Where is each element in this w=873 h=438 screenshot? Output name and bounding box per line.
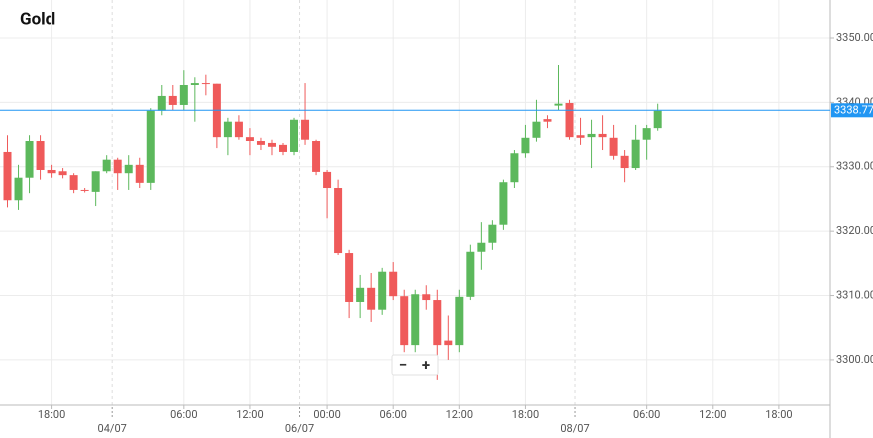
candle-body [653,110,662,129]
x-tick-label: 06:00 [170,408,197,421]
zoom-in-button[interactable]: + [422,356,430,374]
candle-body [102,159,111,172]
candle-body [554,103,563,106]
chart-title: Gold [20,9,55,29]
date-label: 08/07 [560,422,589,435]
candle-body [499,182,508,225]
candle-body [113,159,122,174]
candle-body [389,271,398,297]
candle-body [312,141,321,172]
candle-body [642,128,651,140]
candle-body [444,340,453,346]
candle-body [598,133,607,138]
x-tick-label: 00:00 [313,408,340,421]
candle-body [234,121,243,138]
candle-body [565,103,574,138]
candle-body [378,271,387,310]
y-tick-label: 3310.00 [836,288,873,301]
last-price-label: 3338.77 [834,104,873,117]
candle-body [433,300,442,346]
date-label: 04/07 [98,422,127,435]
candle-body [620,155,629,169]
x-tick-label: 12:00 [236,408,263,421]
candle-body [609,137,618,156]
candle-body [411,294,420,346]
candle-body [400,296,409,346]
candle-body [345,253,354,302]
candle-body [521,137,530,154]
candle-body [179,84,188,105]
candle-body [80,189,89,191]
y-tick-label: 3350.00 [836,31,873,44]
x-tick-label: 18:00 [512,408,539,421]
candle-body [146,110,155,183]
candle-body [290,119,299,152]
candle-body [356,287,365,302]
x-tick-label: 06:00 [633,408,660,421]
candle-body [631,139,640,169]
candle-body [334,188,343,254]
candle-body [157,95,166,111]
x-tick-label: 18:00 [38,408,65,421]
last-price-tag [831,103,873,118]
candle-body [256,141,265,145]
y-tick-label: 3300.00 [836,353,873,366]
candle-body [25,141,34,178]
candle-body [69,175,78,190]
candle-body [58,171,67,176]
candle-body [267,142,276,147]
x-tick-label: 12:00 [446,408,473,421]
y-tick-label: 3330.00 [836,160,873,173]
candle-body [422,294,431,301]
candle-body [3,151,12,201]
x-tick-label: 18:00 [765,408,792,421]
candle-body [223,121,232,138]
candle-body [201,83,210,85]
candle-body [190,83,199,85]
zoom-controls: − + [391,354,439,376]
candle-body [168,95,177,105]
candle-body [323,171,332,189]
candle-body [301,119,310,140]
zoom-out-button[interactable]: − [399,356,407,374]
candle-body [367,287,376,310]
candle-body [36,141,45,170]
candle-body [466,251,475,297]
candle-body [587,133,596,138]
candle-body [279,144,287,152]
grid [0,0,830,405]
candle-body [543,119,552,122]
x-tick-label: 06:00 [379,408,406,421]
candle-body [477,242,486,252]
x-tick-label: 12:00 [699,408,726,421]
candle-body [488,224,497,243]
candle-body [532,121,541,138]
candle-body [455,296,464,346]
y-tick-label: 3320.00 [836,224,873,237]
candle-body [135,164,144,183]
candle-body [14,177,23,201]
candle-body [510,153,519,183]
date-label: 06/07 [285,422,314,435]
candle-body [47,169,56,174]
candle-body [245,137,254,142]
candle-body [576,135,585,138]
candle-body [124,164,133,174]
candle-body [91,171,100,192]
zoom-panel [391,354,439,376]
